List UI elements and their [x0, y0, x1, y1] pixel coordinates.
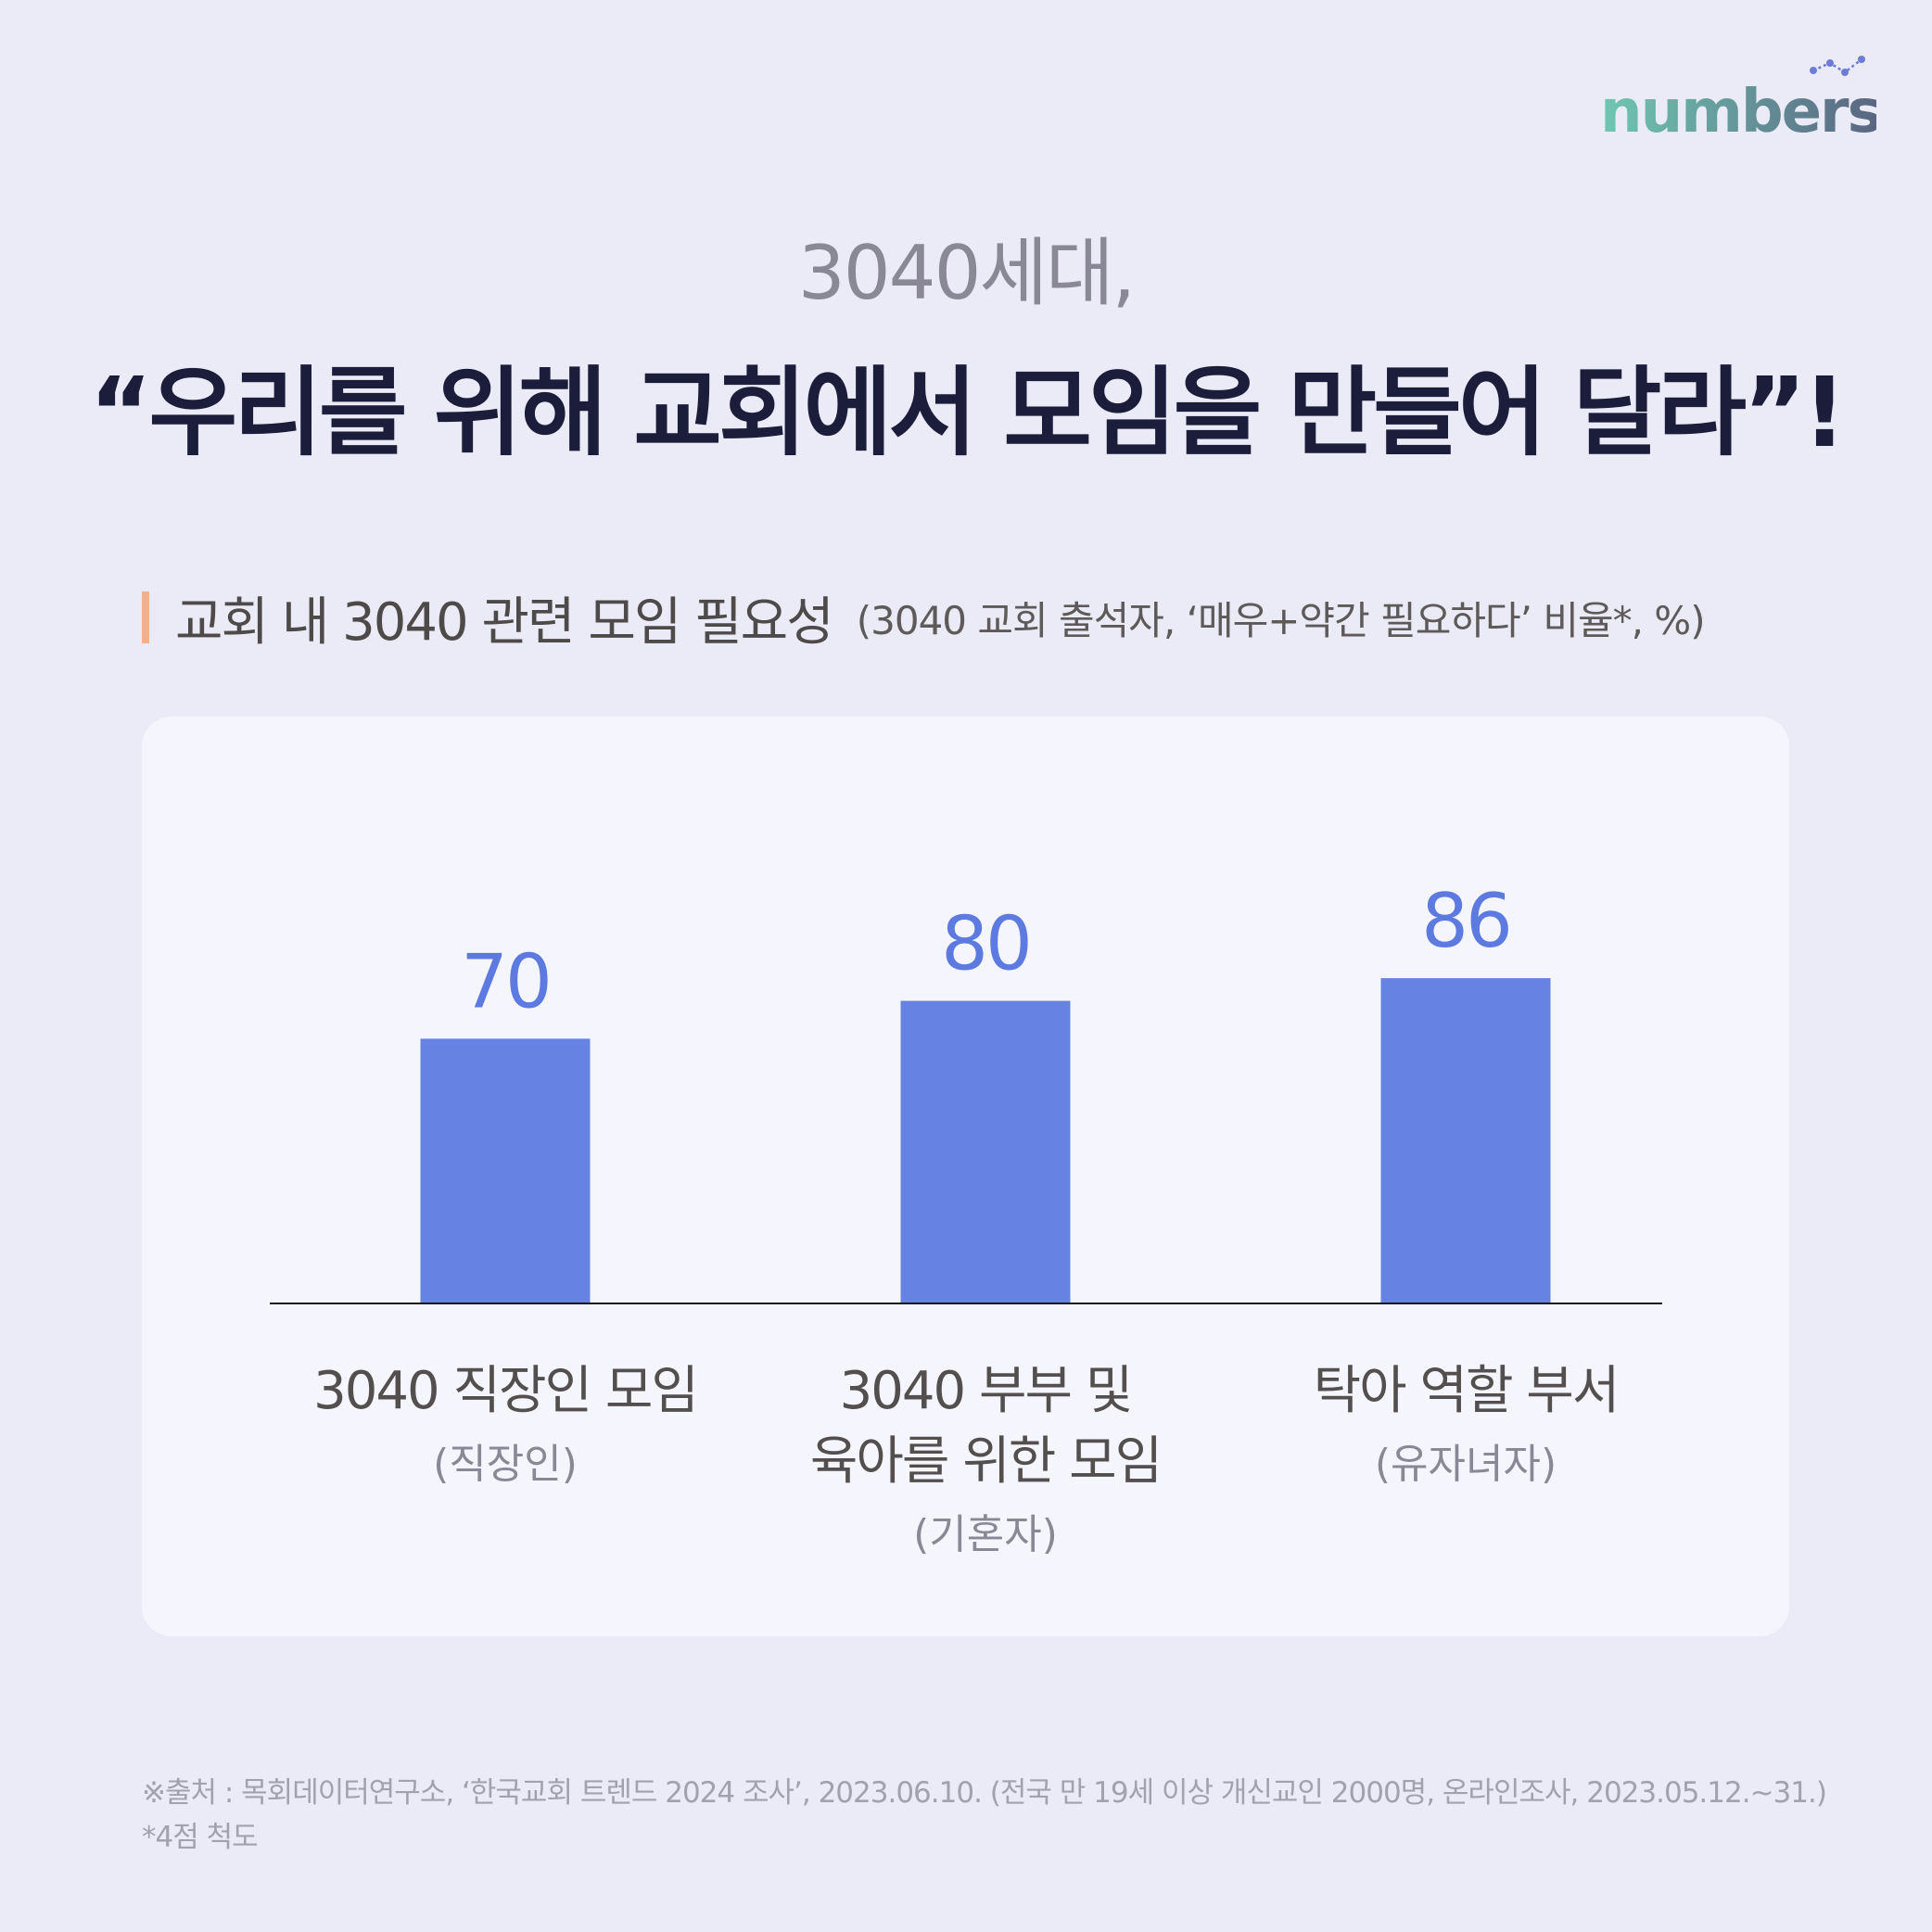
logo-wordmark: numbers — [1600, 78, 1876, 139]
bar-value-label-2: 80 — [941, 901, 1030, 987]
category-group-2: (기혼자) — [913, 1511, 1058, 1558]
bar-value-label-3: 86 — [1421, 878, 1510, 964]
numbers-logo: numbers — [1598, 56, 1883, 146]
chart-dots-icon — [1810, 56, 1865, 76]
chart-title: 교회 내 3040 관련 모임 필요성 — [175, 591, 834, 653]
category-label-3-line-1: 탁아 역할 부서 — [1313, 1361, 1621, 1421]
scale-footnote: *4점 척도 — [142, 1821, 259, 1854]
bar-1 — [420, 1038, 591, 1303]
bar-2 — [900, 1000, 1071, 1303]
category-label-1-line-1: 3040 직장인 모임 — [313, 1361, 699, 1421]
numbers-logo-mark: numbers — [1600, 56, 1883, 146]
chart-section-title: 교회 내 3040 관련 모임 필요성 (3040 교회 출석자, ‘매우+약간… — [142, 590, 1706, 653]
category-label-2-line-2: 육아를 위한 모임 — [809, 1431, 1163, 1492]
kicker-text: 3040세대, — [797, 230, 1136, 316]
source-footnote: ※출처 : 목회데이터연구소, ‘한국교회 트렌드 2024 조사’, 2023… — [142, 1776, 1827, 1810]
category-group-1: (직장인) — [433, 1441, 578, 1488]
bar-value-label-1: 70 — [461, 938, 550, 1024]
bar-3 — [1380, 978, 1551, 1303]
category-label-2-line-1: 3040 부부 및 — [839, 1361, 1134, 1421]
chart-subtitle: (3040 교회 출석자, ‘매우+약간 필요하다’ 비율*, %) — [856, 597, 1706, 643]
category-group-3: (유자녀자) — [1374, 1441, 1557, 1488]
headline: “우리를 위해 교회에서 모임을 만들어 달라”! — [89, 356, 1847, 469]
bar-chart: 70 80 86 — [270, 878, 1662, 1304]
section-accent-bar — [142, 591, 149, 643]
